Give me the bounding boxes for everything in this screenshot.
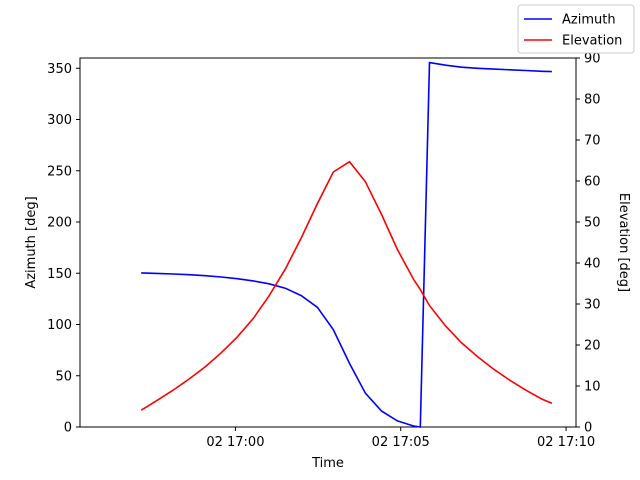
legend: Azimuth Elevation — [517, 4, 635, 54]
y-left-tick-label: 100 — [47, 318, 72, 333]
y-left-tick-label: 300 — [47, 113, 72, 128]
y-left-tick-label: 50 — [55, 369, 72, 384]
y-right-tick-label: 90 — [584, 52, 601, 67]
y-left-tick-label: 150 — [47, 267, 72, 282]
y-left-tick-label: 200 — [47, 216, 72, 231]
y-left-tick-label: 0 — [64, 421, 72, 436]
y-right-tick-label: 70 — [584, 134, 601, 149]
y-right-tick-label: 30 — [584, 298, 601, 313]
y-right-tick-label: 60 — [584, 175, 601, 190]
y-right-tick-label: 50 — [584, 216, 601, 231]
y-right-tick-label: 0 — [584, 421, 592, 436]
x-axis-title: Time — [311, 456, 344, 471]
x-tick-label: 02 17:10 — [537, 435, 595, 450]
y-axis-right-title: Elevation [deg] — [616, 193, 631, 292]
y-left-tick-label: 350 — [47, 62, 72, 77]
y-left-tick-label: 250 — [47, 164, 72, 179]
y-right-tick-label: 10 — [584, 380, 601, 395]
x-tick-label: 02 17:00 — [206, 435, 264, 450]
y-right-tick-label: 80 — [584, 93, 601, 108]
axes-ticks: 02 17:00 02 17:05 02 17:100501001502002503… — [47, 52, 600, 451]
legend-label-elevation: Elevation — [562, 34, 622, 49]
y-axis-left-title: Azimuth [deg] — [24, 196, 39, 288]
plot-frame — [79, 57, 577, 428]
legend-box — [517, 4, 635, 54]
legend-label-azimuth: Azimuth — [562, 13, 616, 28]
series-line-elevation — [140, 160, 553, 411]
x-tick-label: 02 17:05 — [372, 435, 430, 450]
series-line-azimuth — [141, 61, 552, 428]
y-right-tick-label: 20 — [584, 339, 601, 354]
y-right-tick-label: 40 — [584, 257, 601, 272]
plot-lines — [140, 61, 553, 428]
